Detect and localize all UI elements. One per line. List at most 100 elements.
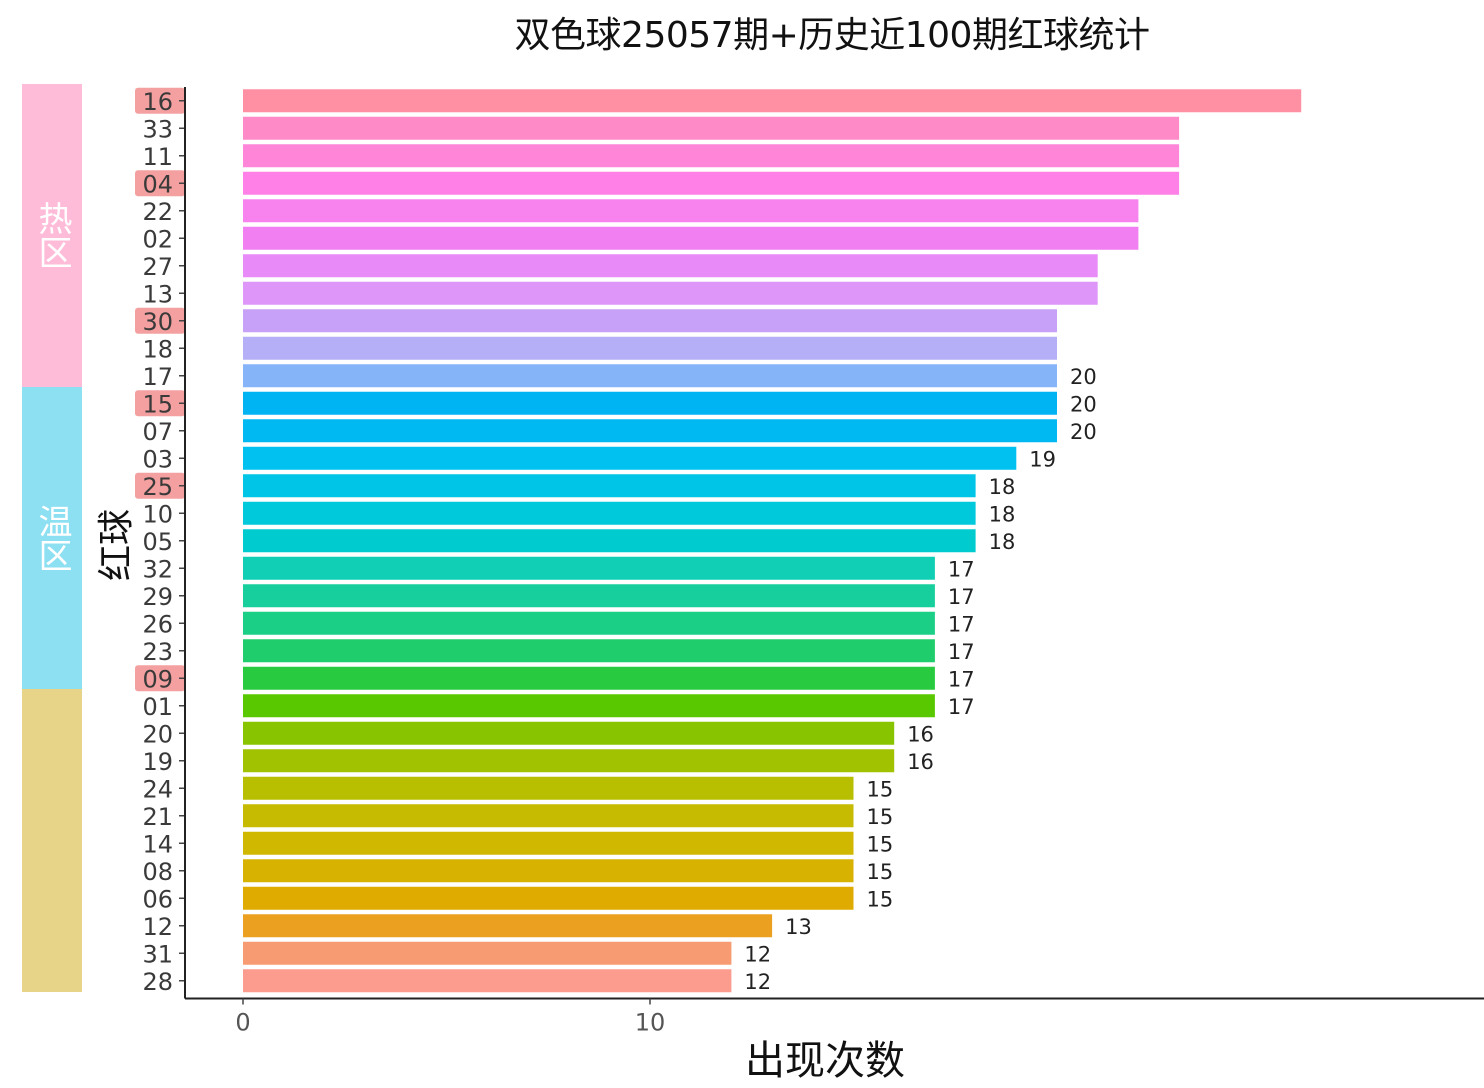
y-tick-label-13: 13 — [142, 280, 173, 308]
y-tick-label-24: 24 — [142, 775, 173, 803]
value-label-09: 17 — [948, 667, 975, 691]
bar-22 — [243, 199, 1139, 223]
value-label-23: 17 — [948, 640, 975, 664]
y-tick-label-04: 04 — [142, 170, 173, 198]
y-tick-label-15: 15 — [142, 390, 173, 418]
y-tick-label-01: 01 — [142, 693, 173, 721]
y-tick-label-06: 06 — [142, 885, 173, 913]
bar-25 — [243, 474, 976, 498]
bar-27 — [243, 254, 1098, 278]
bar-02 — [243, 226, 1139, 250]
value-label-08: 15 — [867, 860, 894, 884]
bar-24 — [243, 776, 854, 800]
bar-10 — [243, 501, 976, 525]
value-label-06: 15 — [867, 887, 894, 911]
bar-18 — [243, 336, 1057, 360]
highlight-16 — [135, 87, 185, 114]
y-tick-label-08: 08 — [142, 858, 173, 886]
value-label-07: 20 — [1070, 420, 1097, 444]
value-label-24: 15 — [867, 777, 894, 801]
highlight-04 — [135, 170, 185, 197]
bar-08 — [243, 859, 854, 883]
zone-0: 热区 — [22, 84, 82, 387]
bar-28 — [243, 969, 732, 993]
y-tick-label-25: 25 — [142, 473, 173, 501]
bar-09 — [243, 666, 935, 690]
y-tick-label-05: 05 — [142, 528, 173, 556]
value-label-05: 18 — [989, 530, 1016, 554]
value-label-14: 15 — [867, 832, 894, 856]
axes: 0 10 — [179, 87, 1484, 1037]
y-tick-label-26: 26 — [142, 610, 173, 638]
highlight-layer — [135, 87, 185, 692]
bar-04 — [243, 171, 1180, 195]
bar-layer — [243, 89, 1302, 993]
bar-26 — [243, 611, 935, 635]
bar-14 — [243, 831, 854, 855]
y-tick-label-33: 33 — [142, 115, 173, 143]
bar-12 — [243, 914, 773, 938]
value-label-26: 17 — [948, 612, 975, 636]
bar-21 — [243, 804, 854, 828]
value-label-29: 17 — [948, 585, 975, 609]
x-tick-label-10: 10 — [635, 1009, 666, 1037]
y-tick-label-29: 29 — [142, 583, 173, 611]
value-label-03: 19 — [1029, 447, 1056, 471]
y-tick-label-23: 23 — [142, 638, 173, 666]
y-tick-label-16: 16 — [142, 88, 173, 116]
y-tick-label-18: 18 — [142, 335, 173, 363]
zone-1: 温区 — [22, 386, 82, 689]
value-label-17: 20 — [1070, 365, 1097, 389]
bar-32 — [243, 556, 935, 580]
highlight-30 — [135, 307, 185, 334]
value-label-21: 15 — [867, 805, 894, 829]
value-label-01: 17 — [948, 695, 975, 719]
y-tick-label-12: 12 — [142, 913, 173, 941]
bar-23 — [243, 639, 935, 663]
bar-16 — [243, 89, 1302, 113]
chart-title: 双色球25057期+历史近100期红球统计 — [514, 15, 1150, 56]
bar-29 — [243, 584, 935, 608]
value-label-25: 18 — [989, 475, 1016, 499]
value-label-28: 12 — [744, 970, 771, 994]
y-tick-label-11: 11 — [142, 143, 173, 171]
bar-19 — [243, 749, 895, 773]
value-label-15: 20 — [1070, 392, 1097, 416]
highlight-25 — [135, 472, 185, 499]
y-tick-label-30: 30 — [142, 308, 173, 336]
value-label-31: 12 — [744, 942, 771, 966]
y-tick-label-09: 09 — [142, 665, 173, 693]
y-tick-label-20: 20 — [142, 720, 173, 748]
zone-2 — [22, 689, 82, 992]
y-tick-label-19: 19 — [142, 748, 173, 776]
y-tick-label-17: 17 — [142, 363, 173, 391]
bar-07 — [243, 419, 1057, 443]
bar-13 — [243, 281, 1098, 305]
y-tick-label-07: 07 — [142, 418, 173, 446]
bar-03 — [243, 446, 1017, 470]
y-tick-label-32: 32 — [142, 555, 173, 583]
bar-17 — [243, 364, 1057, 388]
bar-06 — [243, 886, 854, 910]
value-label-32: 17 — [948, 557, 975, 581]
highlight-09 — [135, 665, 185, 692]
y-tick-label-10: 10 — [142, 500, 173, 528]
y-tick-label-21: 21 — [142, 803, 173, 831]
bar-30 — [243, 309, 1057, 333]
y-tick-label-28: 28 — [142, 968, 173, 996]
value-label-12: 13 — [785, 915, 812, 939]
bar-15 — [243, 391, 1057, 415]
value-labels: 20 20 20 19 18 18 18 17 17 17 17 17 17 16 16 15 15 15 15 15… — [744, 365, 1096, 994]
bar-33 — [243, 116, 1180, 140]
bar-01 — [243, 694, 935, 718]
bar-31 — [243, 941, 732, 965]
x-axis-title: 出现次数 — [745, 1038, 905, 1084]
y-tick-label-22: 22 — [142, 198, 173, 226]
y-tick-label-03: 03 — [142, 445, 173, 473]
x-tick-label-0: 0 — [235, 1009, 250, 1037]
y-tick-label-31: 31 — [142, 940, 173, 968]
y-tick-labels: 1633110422022713301817150703251005322926… — [142, 88, 173, 996]
bar-20 — [243, 721, 895, 745]
y-tick-label-27: 27 — [142, 253, 173, 281]
